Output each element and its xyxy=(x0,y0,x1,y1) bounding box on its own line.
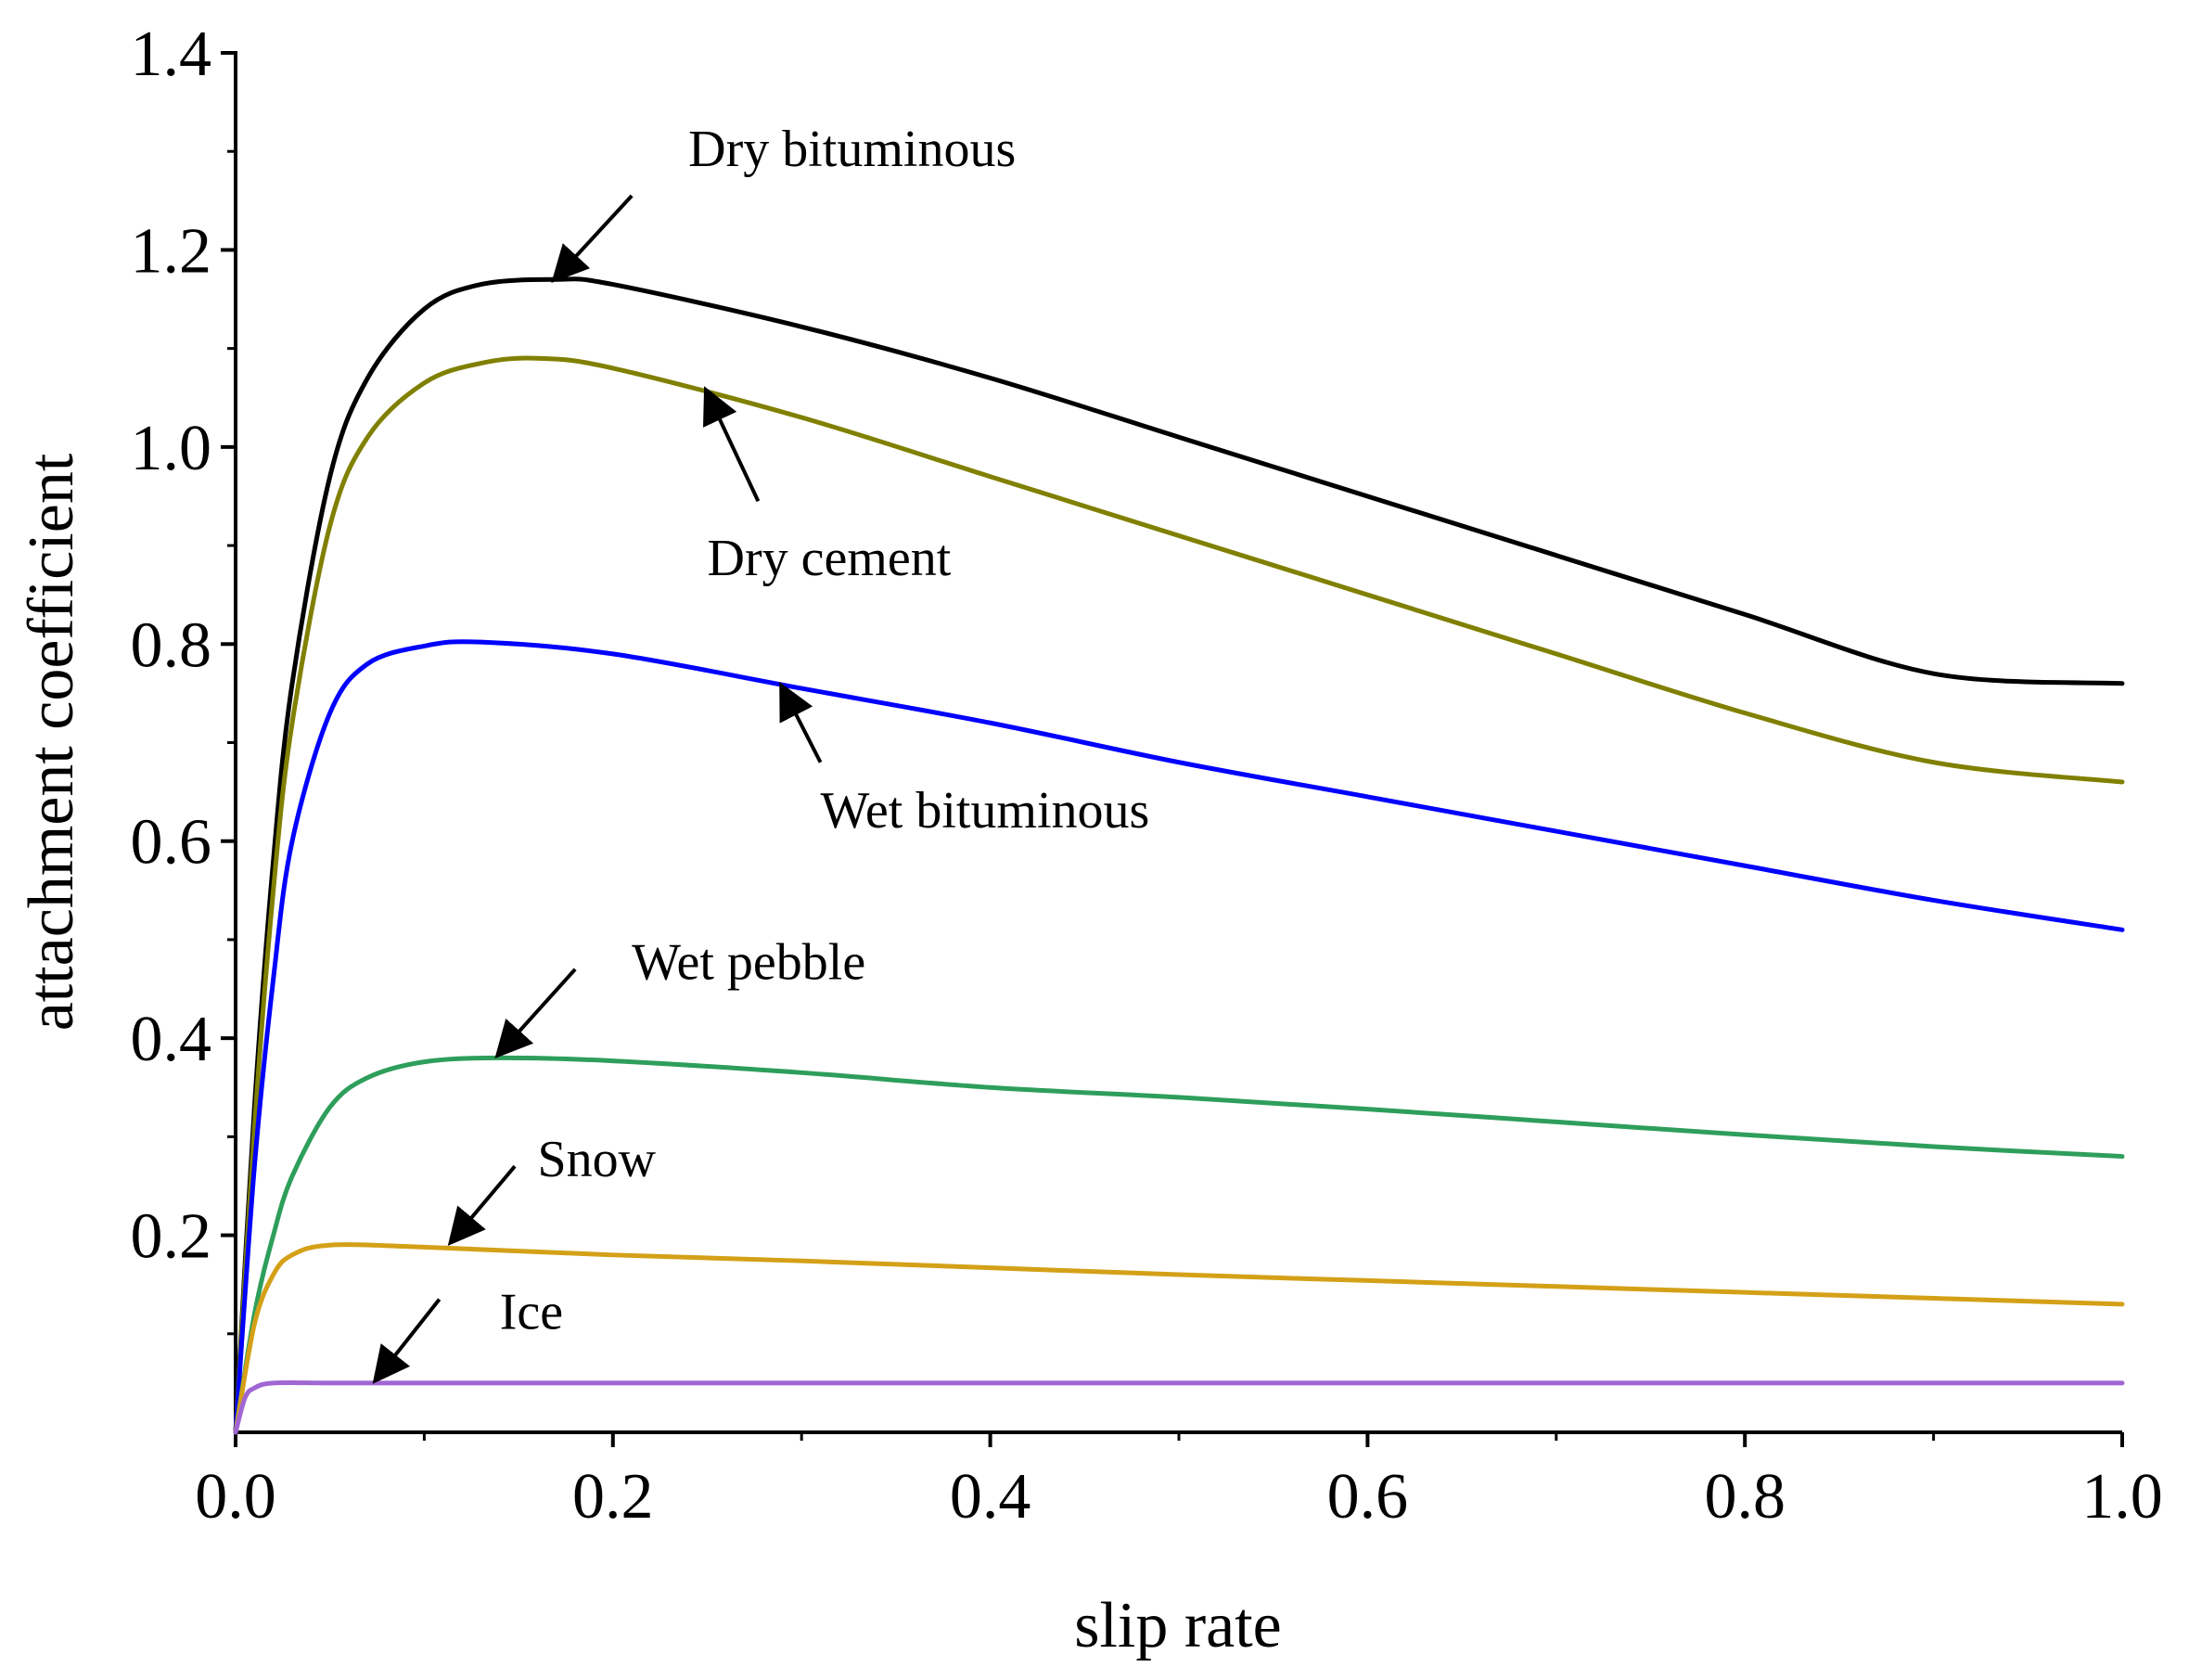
x-tick-label: 0.6 xyxy=(1327,1461,1409,1533)
y-tick-label: 0.8 xyxy=(131,609,212,681)
annotation-label-ice: Ice xyxy=(500,1283,563,1340)
annotation-arrow-dry-cement xyxy=(703,386,761,503)
annotation-arrow-dry-bituminous xyxy=(551,194,634,284)
series-line-ice xyxy=(233,1380,2125,1435)
annotation-layer: Dry bituminous Dry cement Wet bituminous We… xyxy=(372,121,1150,1384)
series-line-dry-bituminous xyxy=(233,276,2125,1435)
y-tick-label: 1.0 xyxy=(131,413,212,484)
y-tick-label: 0.6 xyxy=(131,807,212,878)
series-line-wet-pebble xyxy=(233,1055,2125,1435)
annotation-label-snow: Snow xyxy=(537,1131,656,1188)
annotation-label-wet-bituminous: Wet bituminous xyxy=(821,782,1150,840)
x-tick-label: 0.8 xyxy=(1704,1461,1786,1533)
x-tick-label: 0.0 xyxy=(195,1461,276,1533)
y-tick-label: 0.2 xyxy=(131,1201,212,1273)
x-tick-label: 0.4 xyxy=(950,1461,1031,1533)
x-tick-label: 1.0 xyxy=(2081,1461,2163,1533)
annotation-label-dry-cement: Dry cement xyxy=(708,530,952,587)
y-axis-title: attachment coefficient xyxy=(16,453,87,1031)
series-layer xyxy=(233,276,2125,1435)
annotation-label-wet-pebble: Wet pebble xyxy=(632,933,865,991)
annotation-arrow-snow xyxy=(447,1164,517,1247)
annotation-arrow-wet-bituminous xyxy=(779,681,823,763)
y-tick-label: 1.4 xyxy=(131,19,212,90)
series-line-dry-cement xyxy=(233,355,2125,1435)
annotation-label-dry-bituminous: Dry bituminous xyxy=(688,121,1016,178)
y-tick-label: 1.2 xyxy=(131,215,212,287)
x-tick-label: 0.2 xyxy=(572,1461,654,1533)
y-tick-label: 0.4 xyxy=(131,1004,212,1075)
axes: 0.0 0.2 0.4 0.6 0.8 1.0 0.2 0.4 0.6 0.8 1.0 1.2 1.4 xyxy=(131,19,2163,1533)
x-axis-title: slip rate xyxy=(1074,1590,1282,1661)
annotation-arrow-wet-pebble xyxy=(494,968,577,1059)
annotation-arrow-ice xyxy=(372,1298,442,1384)
series-line-snow xyxy=(233,1242,2125,1435)
series-line-wet-bituminous xyxy=(233,639,2125,1435)
